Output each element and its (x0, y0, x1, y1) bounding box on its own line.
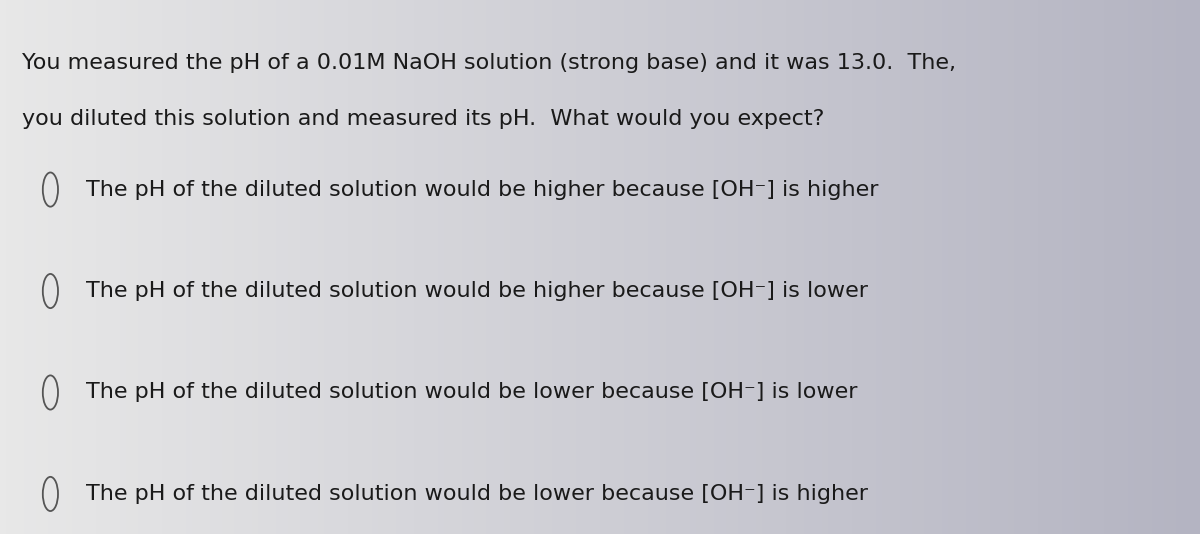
Text: The pH of the diluted solution would be higher because [OH⁻] is lower: The pH of the diluted solution would be … (86, 281, 869, 301)
Text: The pH of the diluted solution would be lower because [OH⁻] is higher: The pH of the diluted solution would be … (86, 484, 869, 504)
Text: The pH of the diluted solution would be lower because [OH⁻] is lower: The pH of the diluted solution would be … (86, 382, 858, 403)
Text: you diluted this solution and measured its pH.  What would you expect?: you diluted this solution and measured i… (22, 109, 824, 129)
Text: The pH of the diluted solution would be higher because [OH⁻] is higher: The pH of the diluted solution would be … (86, 179, 878, 200)
Text: You measured the pH of a 0.01M NaOH solution (strong base) and it was 13.0.  The: You measured the pH of a 0.01M NaOH solu… (22, 53, 955, 73)
